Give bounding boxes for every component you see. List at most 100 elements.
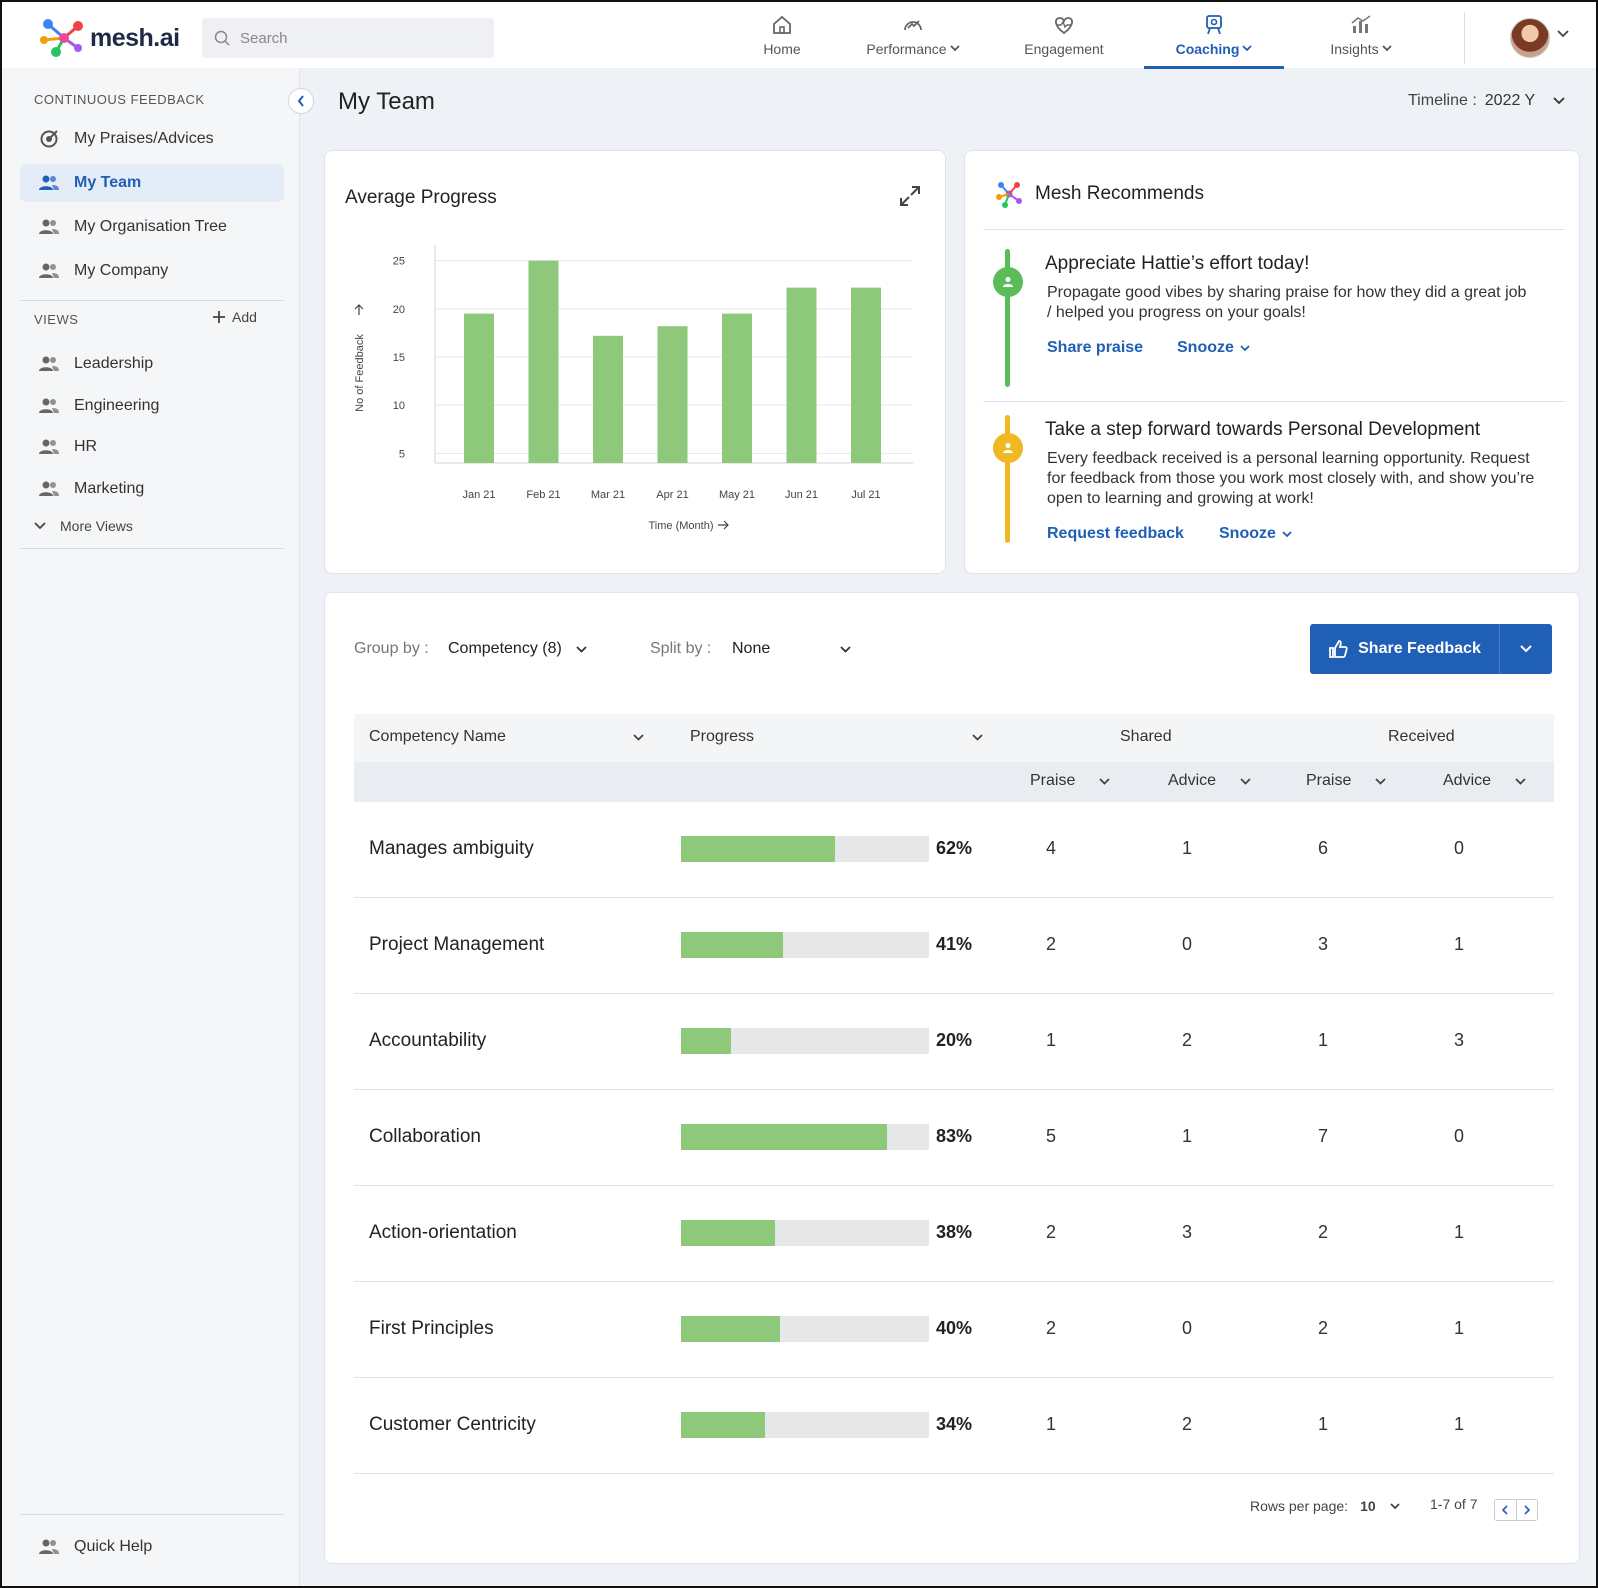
received-praise-count: 6 xyxy=(1317,838,1328,858)
rows-per-page[interactable]: Rows per page: 10 xyxy=(1250,1498,1400,1514)
progress-bar-fill xyxy=(681,932,783,958)
sidebar-item-my-organisation-tree[interactable]: My Organisation Tree xyxy=(20,208,284,246)
table-row[interactable]: Collaboration 83% 5 1 7 0 xyxy=(354,1090,1554,1186)
column-group-received: Received xyxy=(1388,728,1455,745)
users-icon xyxy=(39,219,59,234)
sidebar-section-feedback: CONTINUOUS FEEDBACK xyxy=(34,92,205,107)
table-row[interactable]: Project Management 41% 2 0 3 1 xyxy=(354,898,1554,994)
more-views-toggle[interactable]: More Views xyxy=(34,518,133,534)
received-praise-count: 2 xyxy=(1317,1222,1328,1242)
split-by-select[interactable]: None xyxy=(732,640,851,658)
sidebar-item-label: My Praises/Advices xyxy=(74,130,214,147)
share-feedback-dropdown[interactable] xyxy=(1500,624,1552,674)
table-row[interactable]: Customer Centricity 34% 1 2 1 1 xyxy=(354,1378,1554,1474)
users-icon xyxy=(39,398,59,413)
column-header-received-advice[interactable]: Advice xyxy=(1443,772,1526,790)
user-avatar[interactable] xyxy=(1510,18,1550,58)
timeline-selector[interactable]: Timeline : 2022 Y xyxy=(1408,92,1565,110)
table-row[interactable]: First Principles 40% 2 0 2 1 xyxy=(354,1282,1554,1378)
share-praise-link[interactable]: Share praise xyxy=(1047,339,1143,357)
rows-per-page-value: 10 xyxy=(1360,1498,1376,1514)
competency-name: Manages ambiguity xyxy=(369,838,534,859)
search-box[interactable] xyxy=(202,18,494,58)
recommend-body: Propagate good vibes by sharing praise f… xyxy=(1047,284,1527,321)
nav-insights[interactable]: Insights xyxy=(1318,2,1404,68)
request-feedback-link[interactable]: Request feedback xyxy=(1047,525,1184,543)
share-feedback-label: Share Feedback xyxy=(1358,640,1481,657)
previous-page-button[interactable] xyxy=(1495,1500,1517,1520)
chart-bar xyxy=(464,313,494,463)
expand-icon[interactable] xyxy=(899,185,921,207)
nav-coaching[interactable]: Coaching xyxy=(1144,2,1284,69)
sidebar-item-my-team[interactable]: My Team xyxy=(20,164,284,202)
column-header-shared-advice[interactable]: Advice xyxy=(1168,772,1251,790)
sidebar-section-views: VIEWS xyxy=(34,312,79,327)
chevron-down-icon xyxy=(34,522,46,530)
table-row[interactable]: Action-orientation 38% 2 3 2 1 xyxy=(354,1186,1554,1282)
snooze-button[interactable]: Snooze xyxy=(1177,339,1250,357)
sidebar-view-marketing[interactable]: Marketing xyxy=(20,470,284,508)
share-feedback-button[interactable]: Share Feedback xyxy=(1310,624,1500,674)
column-header-received-praise[interactable]: Praise xyxy=(1306,772,1386,790)
recommend-body: Every feedback received is a personal le… xyxy=(1047,450,1535,507)
nav-performance-label: Performance xyxy=(866,40,947,57)
coaching-icon xyxy=(1206,14,1222,34)
x-tick-label: Mar 21 xyxy=(591,489,625,501)
group-by-select[interactable]: Competency (8) xyxy=(448,640,587,658)
nav-insights-label: Insights xyxy=(1330,40,1379,57)
sidebar-item-label: My Team xyxy=(74,174,142,191)
y-axis-label: No of Feedback xyxy=(354,334,366,412)
sidebar-view-engineering[interactable]: Engineering xyxy=(20,387,284,425)
search-input[interactable] xyxy=(240,29,480,47)
chevron-down-icon xyxy=(840,645,851,653)
add-view-button[interactable]: Add xyxy=(212,309,257,325)
chevron-down-icon xyxy=(1375,777,1386,785)
column-header-label: Praise xyxy=(1030,772,1076,789)
brand-logo[interactable]: mesh.ai xyxy=(38,16,180,60)
column-header-competency[interactable]: Competency Name xyxy=(369,728,644,746)
y-tick-label: 25 xyxy=(393,256,405,268)
sidebar-view-hr[interactable]: HR xyxy=(20,428,284,466)
pagination-range: 1-7 of 7 xyxy=(1430,1496,1478,1512)
top-bar: mesh.ai Home Performance Engagement Coac… xyxy=(2,2,1596,69)
progress-bar-fill xyxy=(681,1412,766,1438)
users-icon xyxy=(39,175,59,190)
sidebar-view-label: Marketing xyxy=(74,480,145,497)
group-by-value: Competency (8) xyxy=(448,640,562,657)
table-subheader: Praise Advice Praise Advice xyxy=(354,762,1554,802)
column-group-shared: Shared xyxy=(1120,728,1172,745)
progress-bar-fill xyxy=(681,1220,776,1246)
progress-bar xyxy=(681,1412,929,1438)
chevron-down-icon[interactable] xyxy=(1557,30,1569,38)
brand-name: mesh.ai xyxy=(90,23,180,52)
sidebar-item-my-praises[interactable]: My Praises/Advices xyxy=(20,120,284,158)
progress-percent: 38% xyxy=(936,1222,973,1242)
progress-bar-fill xyxy=(681,1316,781,1342)
progress-bar-fill xyxy=(681,836,835,862)
x-axis-label: Time (Month) xyxy=(649,520,714,532)
search-icon xyxy=(214,30,230,46)
page-title: My Team xyxy=(338,88,435,115)
snooze-label: Snooze xyxy=(1177,339,1234,356)
sidebar-view-leadership[interactable]: Leadership xyxy=(20,345,284,383)
recommend-divider xyxy=(983,229,1565,230)
nav-engagement[interactable]: Engagement xyxy=(1016,2,1112,68)
chevron-down-icon xyxy=(633,733,644,741)
sidebar-item-my-company[interactable]: My Company xyxy=(20,252,284,290)
collapse-sidebar-button[interactable] xyxy=(288,88,314,114)
sidebar-view-label: HR xyxy=(74,438,98,455)
column-header-shared-praise[interactable]: Praise xyxy=(1030,772,1110,790)
progress-percent: 41% xyxy=(936,934,973,954)
snooze-button[interactable]: Snooze xyxy=(1219,525,1292,543)
mesh-logo-icon xyxy=(996,182,1022,208)
column-header-progress[interactable]: Progress xyxy=(690,728,983,746)
table-row[interactable]: Accountability 20% 1 2 1 3 xyxy=(354,994,1554,1090)
quick-help-button[interactable]: Quick Help xyxy=(20,1528,284,1566)
shared-praise-count: 2 xyxy=(1045,1222,1056,1242)
next-page-button[interactable] xyxy=(1517,1500,1538,1520)
share-feedback-button-group: Share Feedback xyxy=(1310,624,1552,674)
table-row[interactable]: Manages ambiguity 62% 4 1 6 0 xyxy=(354,802,1554,898)
nav-performance[interactable]: Performance xyxy=(858,2,968,68)
nav-home[interactable]: Home xyxy=(742,2,822,68)
nav-home-label: Home xyxy=(763,40,801,57)
